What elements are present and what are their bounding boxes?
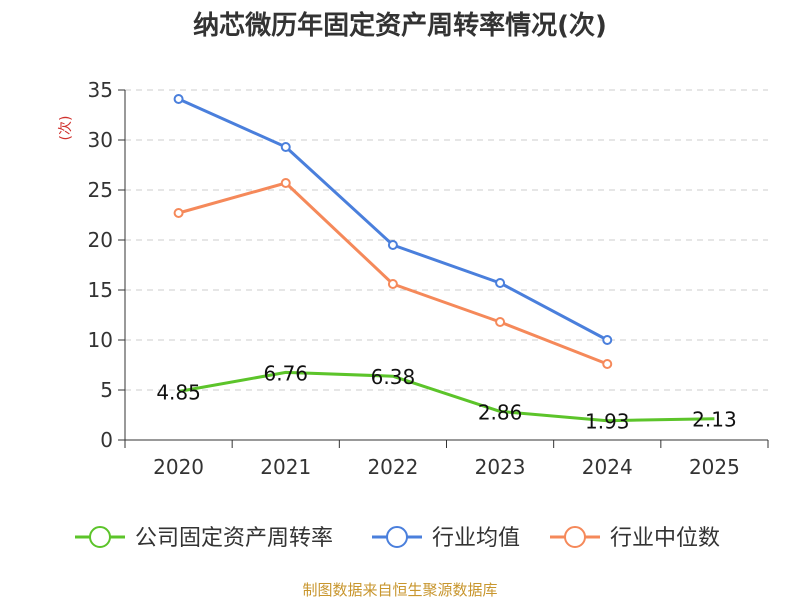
legend-label: 公司固定资产周转率 bbox=[135, 526, 333, 551]
legend: 公司固定资产周转率 行业均值 行业中位数 bbox=[75, 526, 720, 551]
chart-title: 纳芯微历年固定资产周转率情况(次) bbox=[193, 10, 607, 41]
data-point bbox=[173, 94, 184, 104]
x-tick-label: 2022 bbox=[367, 455, 418, 479]
y-tick-label: 30 bbox=[88, 128, 113, 152]
data-point bbox=[280, 178, 291, 188]
legend-marker bbox=[89, 526, 111, 548]
y-tick-label: 25 bbox=[88, 178, 113, 202]
data-point bbox=[602, 359, 613, 369]
data-label: 1.93 bbox=[585, 410, 630, 434]
legend-label: 行业均值 bbox=[432, 526, 520, 551]
series-group bbox=[173, 94, 715, 423]
data-point bbox=[495, 278, 506, 288]
grid-lines bbox=[125, 89, 768, 391]
data-labels: 4.85 6.76 6.38 2.86 1.93 2.13 bbox=[156, 361, 736, 433]
series-line-2 bbox=[178, 181, 608, 366]
legend-item: 公司固定资产周转率 bbox=[75, 526, 333, 551]
x-tick-label: 2020 bbox=[153, 455, 204, 479]
legend-label: 行业中位数 bbox=[610, 526, 720, 551]
data-label: 6.76 bbox=[263, 361, 308, 385]
data-label: 6.38 bbox=[371, 365, 416, 389]
y-tick-label: 15 bbox=[88, 278, 113, 302]
data-point bbox=[602, 335, 613, 345]
data-label: 2.13 bbox=[692, 408, 737, 432]
y-tick-label: 5 bbox=[100, 378, 113, 402]
data-label: 4.85 bbox=[156, 381, 201, 405]
x-tick-label: 2023 bbox=[475, 455, 526, 479]
x-tick-label: 2024 bbox=[582, 455, 633, 479]
y-tick-label: 0 bbox=[100, 428, 113, 452]
series-line-1 bbox=[177, 97, 609, 342]
y-axis-label: (次) bbox=[58, 116, 74, 141]
data-point bbox=[280, 142, 291, 152]
data-point bbox=[173, 208, 184, 218]
legend-item: 行业中位数 bbox=[550, 526, 720, 551]
y-tick-label: 20 bbox=[88, 228, 113, 252]
y-tick-label: 10 bbox=[88, 328, 113, 352]
data-point bbox=[495, 317, 506, 327]
source-note: 制图数据来自恒生聚源数据库 bbox=[302, 581, 497, 599]
legend-marker bbox=[386, 526, 408, 548]
series-line-0 bbox=[178, 370, 715, 423]
x-tick-label: 2021 bbox=[260, 455, 311, 479]
data-label: 2.86 bbox=[478, 400, 523, 424]
y-tick-label: 35 bbox=[88, 78, 113, 102]
x-tick-label: 2025 bbox=[689, 455, 740, 479]
legend-item: 行业均值 bbox=[372, 526, 520, 551]
data-point bbox=[387, 240, 398, 250]
data-point bbox=[387, 279, 398, 289]
legend-marker bbox=[564, 526, 586, 548]
